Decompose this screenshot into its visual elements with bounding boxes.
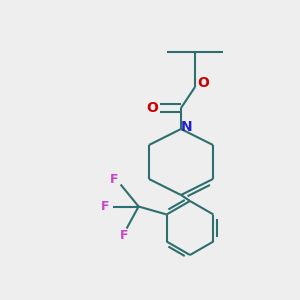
Text: O: O <box>146 101 158 115</box>
Text: N: N <box>181 120 193 134</box>
Text: F: F <box>120 229 129 242</box>
Text: F: F <box>110 173 119 186</box>
Text: F: F <box>101 200 110 213</box>
Text: O: O <box>197 76 209 90</box>
